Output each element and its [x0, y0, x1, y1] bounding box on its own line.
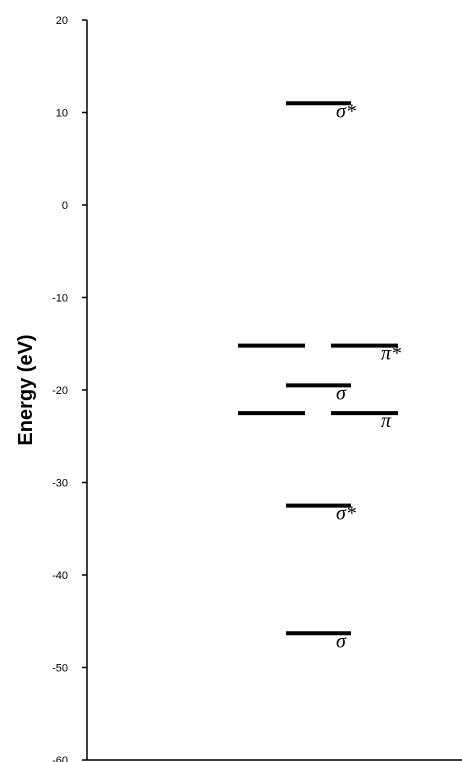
energy-level-label: σ — [336, 382, 347, 404]
y-tick-label: -40 — [52, 570, 68, 582]
y-tick-label: 10 — [56, 108, 68, 120]
y-tick-label: -20 — [52, 385, 68, 397]
y-tick-label: -30 — [52, 478, 68, 490]
y-tick-label: -50 — [52, 663, 68, 675]
energy-level-label: π* — [381, 343, 401, 365]
energy-level-label: σ* — [336, 503, 356, 525]
energy-level-label: π — [381, 410, 392, 432]
y-axis-ticks: 20 10 0 -10 -20 -30 -40 -50 -60 — [52, 15, 87, 762]
y-tick-label: 0 — [62, 200, 68, 212]
y-tick-label: -10 — [52, 293, 68, 305]
y-axis-label: Energy (eV) — [15, 334, 37, 445]
energy-level-label: σ* — [336, 100, 356, 122]
energy-level-label: σ — [336, 630, 347, 652]
y-tick-label: -60 — [52, 755, 68, 762]
y-tick-label: 20 — [56, 15, 68, 27]
energy-levels: σ* π* σ π σ* σ — [238, 100, 401, 652]
